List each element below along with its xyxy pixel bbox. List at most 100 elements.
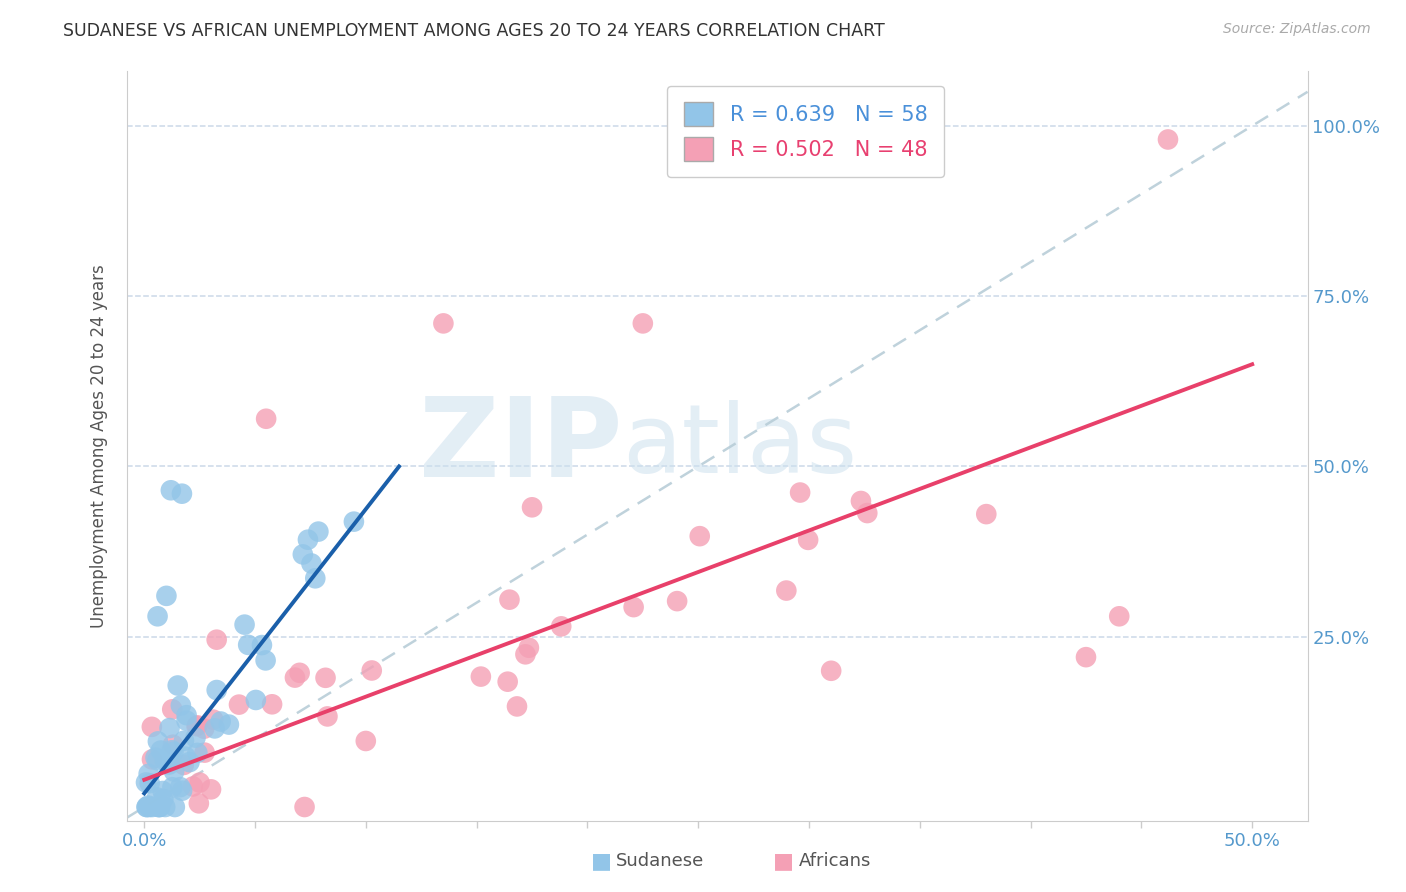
Point [775,583,797,598]
Point [820,664,842,678]
Point [1074,650,1097,665]
Text: ■: ■ [591,851,612,871]
Legend: R = 0.639   N = 58, R = 0.502   N = 48: R = 0.639 N = 58, R = 0.502 N = 48 [668,86,943,178]
Point [515,648,537,662]
Point [666,594,689,608]
Point [974,507,997,521]
Point [176,714,198,728]
Point [205,683,228,698]
Point [470,670,492,684]
Point [148,800,170,814]
Point [288,665,311,680]
Point [163,764,186,779]
Point [146,790,169,805]
Point [354,734,377,748]
Point [291,548,314,562]
Point [148,800,170,814]
Point [141,720,163,734]
Point [187,797,209,811]
Point [233,617,256,632]
Point [200,782,222,797]
Point [188,775,211,789]
Point [797,533,820,547]
Point [689,529,711,543]
Point [550,619,572,633]
Point [166,678,188,692]
Point [250,638,273,652]
Point [173,733,195,747]
Point [228,698,250,712]
Point [155,800,177,814]
Point [186,718,208,732]
Point [169,780,191,794]
Text: ZIP: ZIP [419,392,623,500]
Y-axis label: Unemployment Among Ages 20 to 24 years: Unemployment Among Ages 20 to 24 years [90,264,108,628]
Point [789,485,811,500]
Point [856,506,879,520]
Point [218,717,240,731]
Point [254,653,277,667]
Point [294,800,316,814]
Point [162,738,184,752]
Point [849,494,872,508]
Point [1108,609,1130,624]
Point [135,800,157,814]
Text: SUDANESE VS AFRICAN UNEMPLOYMENT AMONG AGES 20 TO 24 YEARS CORRELATION CHART: SUDANESE VS AFRICAN UNEMPLOYMENT AMONG A… [63,22,884,40]
Point [193,722,215,736]
Point [631,317,654,331]
Point [157,753,180,767]
Point [162,702,184,716]
Point [343,515,366,529]
Point [138,776,160,790]
Point [138,767,160,781]
Point [186,719,208,733]
Point [157,757,180,772]
Point [155,589,177,603]
Point [194,746,217,760]
Point [170,783,193,797]
Point [304,571,326,585]
Point [162,745,184,759]
Point [498,592,520,607]
Point [145,750,167,764]
Point [184,731,207,745]
Point [160,743,183,757]
Point [136,798,159,813]
Point [181,780,204,794]
Point [176,708,198,723]
Point [163,800,186,814]
Point [179,755,201,769]
Point [135,775,157,789]
Point [159,721,181,735]
Point [138,800,160,814]
Point [316,709,339,723]
Point [146,609,169,624]
Point [245,693,267,707]
Point [160,483,183,498]
Text: atlas: atlas [623,400,858,492]
Point [162,780,184,795]
Point [1157,132,1180,146]
Point [254,411,277,425]
Point [209,714,232,729]
Point [202,713,225,727]
Point [284,671,307,685]
Point [307,524,329,539]
Point [141,800,163,814]
Text: Sudanese: Sudanese [616,852,704,870]
Point [301,557,323,571]
Text: ■: ■ [773,851,794,871]
Point [204,722,226,736]
Text: Africans: Africans [799,852,870,870]
Point [153,754,176,768]
Text: Source: ZipAtlas.com: Source: ZipAtlas.com [1223,22,1371,37]
Point [149,800,172,814]
Point [360,664,382,678]
Point [262,698,284,712]
Point [170,486,193,500]
Point [517,640,540,655]
Point [146,753,169,767]
Point [297,533,319,547]
Point [432,317,454,331]
Point [315,671,337,685]
